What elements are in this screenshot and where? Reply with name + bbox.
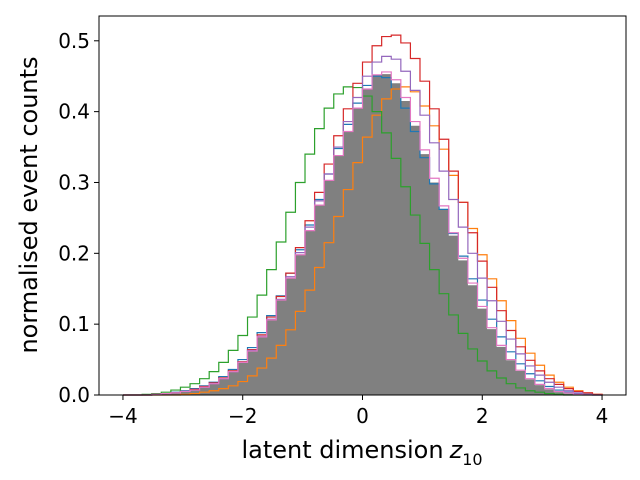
y-axis-ticks: 0.0 0.1 0.2 0.3 0.4 0.5 [58, 29, 99, 407]
y-tick-label: 0.1 [58, 312, 90, 336]
y-axis-label: normalised event counts [15, 56, 43, 353]
step-histogram-series-1 [122, 75, 603, 396]
y-tick-label: 0.5 [58, 29, 90, 53]
x-axis-label-text: latent dimension [241, 436, 443, 464]
step-histogram-series-3 [122, 86, 603, 396]
x-axis-label-subscript: 10 [462, 450, 482, 469]
x-tick-label: 0 [356, 404, 369, 428]
y-tick-label: 0.4 [58, 100, 90, 124]
plot-area [122, 34, 603, 396]
x-tick-label: −4 [108, 404, 137, 428]
filled-histogram-series [122, 74, 603, 395]
y-tick-label: 0.2 [58, 241, 90, 265]
y-tick-label: 0.3 [58, 170, 90, 194]
step-histogram-series-6 [122, 71, 603, 396]
x-tick-label: 2 [476, 404, 489, 428]
step-histogram-series-2 [122, 86, 603, 396]
x-axis-ticks: −4 −2 0 2 4 [108, 395, 608, 428]
y-tick-label: 0.0 [58, 383, 90, 407]
x-tick-label: −2 [228, 404, 257, 428]
x-tick-label: 4 [596, 404, 609, 428]
step-histogram-series-group [122, 34, 603, 396]
x-axis-label: latent dimension z10 [241, 436, 482, 469]
x-axis-label-symbol: z [449, 436, 464, 464]
